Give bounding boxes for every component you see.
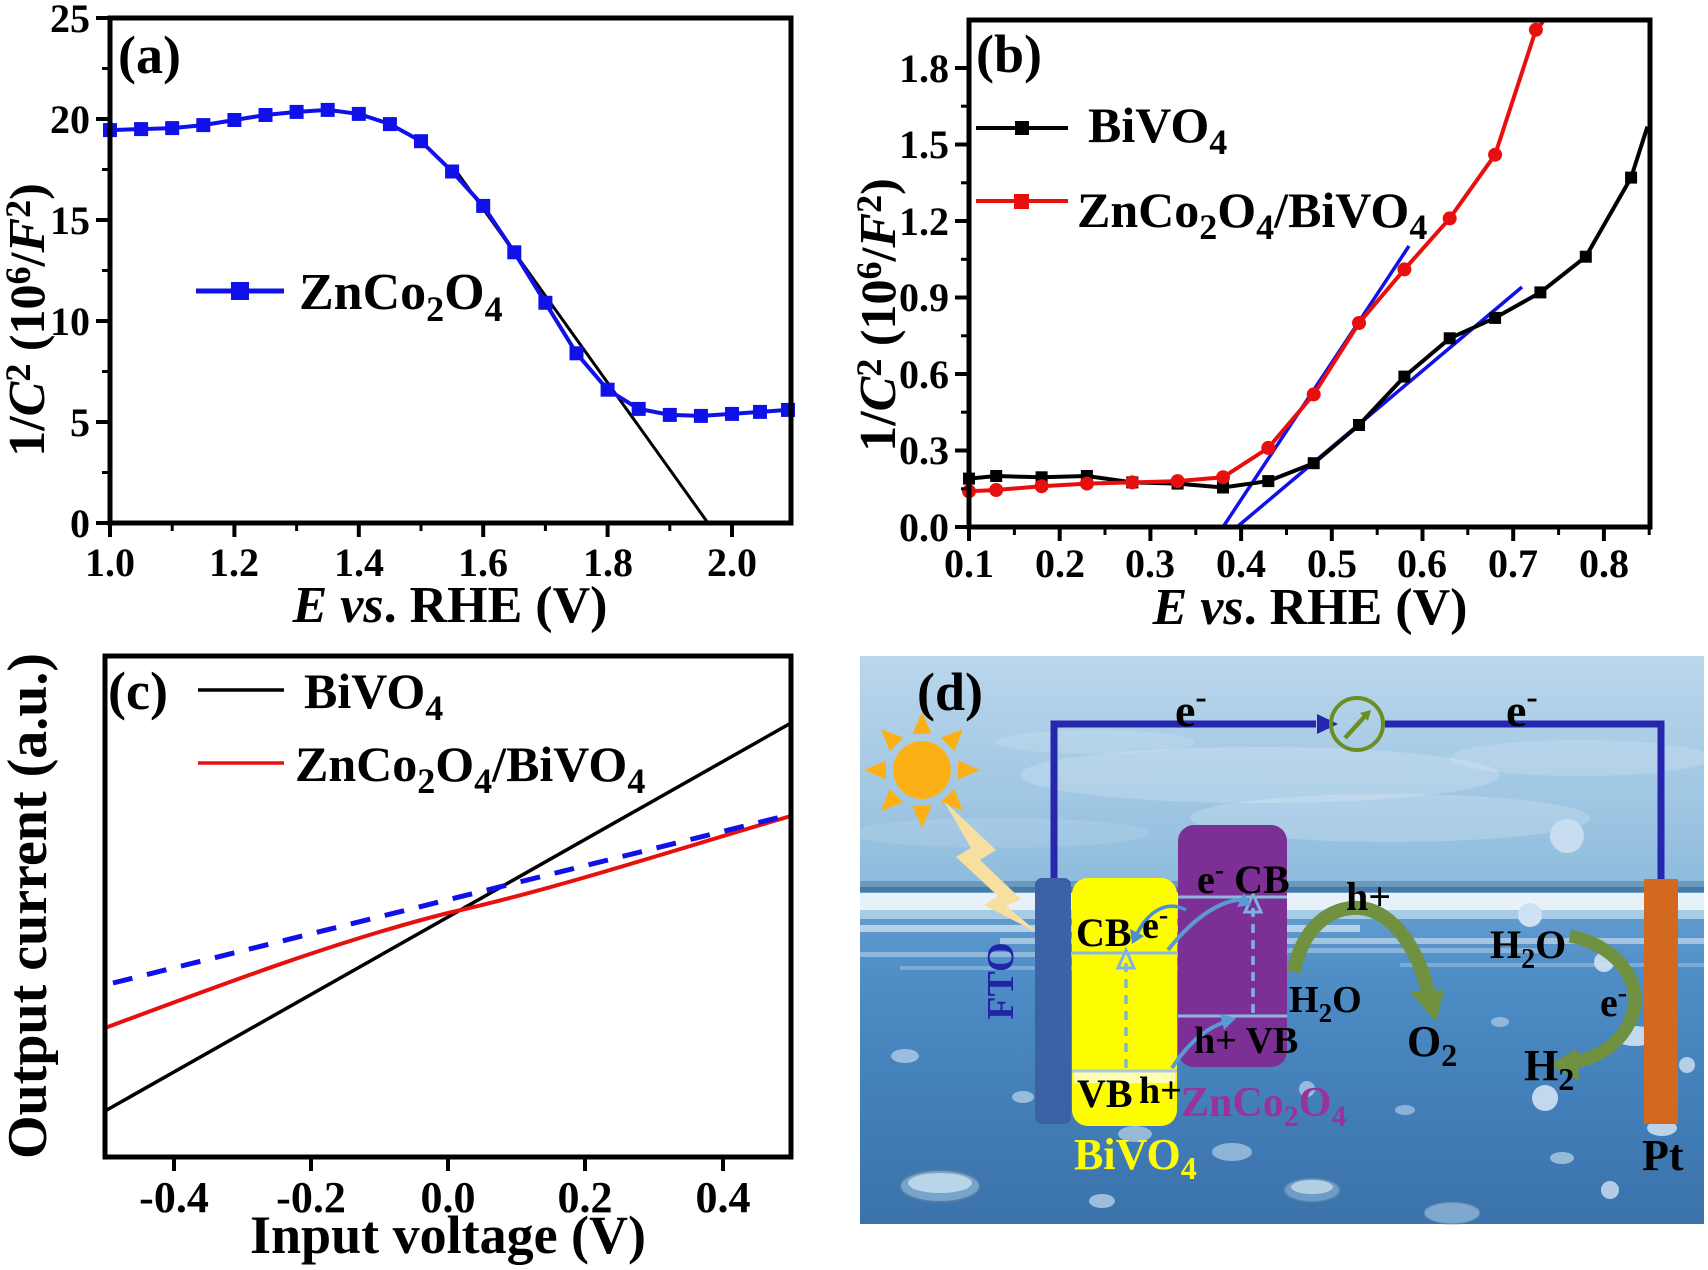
svg-text:(b): (b) [976, 24, 1042, 84]
svg-text:1.8: 1.8 [583, 540, 633, 585]
svg-text:0.0: 0.0 [421, 1173, 476, 1222]
svg-text:BiVO4: BiVO4 [1074, 1130, 1197, 1186]
svg-text:Pt: Pt [1642, 1131, 1684, 1180]
svg-text:1.8: 1.8 [899, 46, 949, 91]
svg-text:20: 20 [50, 97, 90, 142]
svg-text:-0.4: -0.4 [139, 1173, 209, 1222]
svg-text:E vs. RHE (V): E vs. RHE (V) [1152, 579, 1468, 636]
svg-text:0.3: 0.3 [899, 428, 949, 473]
svg-text:Output current (a.u.): Output current (a.u.) [0, 653, 59, 1159]
svg-text:1.2: 1.2 [899, 199, 949, 244]
svg-text:1/C2 (106/F2): 1/C2 (106/F2) [849, 178, 907, 452]
svg-text:1/C2 (106/F2): 1/C2 (106/F2) [0, 183, 56, 457]
svg-text:h+: h+ [1139, 1070, 1182, 1112]
svg-text:0.7: 0.7 [1488, 541, 1538, 586]
svg-text:(d): (d) [917, 662, 983, 722]
svg-text:0.6: 0.6 [1397, 541, 1447, 586]
svg-text:BiVO4: BiVO4 [304, 663, 443, 728]
svg-text:ZnCo2O4/BiVO4: ZnCo2O4/BiVO4 [295, 736, 645, 801]
svg-text:0.9: 0.9 [899, 275, 949, 320]
svg-text:0.3: 0.3 [1125, 541, 1175, 586]
svg-text:2.0: 2.0 [707, 540, 757, 585]
svg-text:5: 5 [70, 400, 90, 445]
svg-text:0.2: 0.2 [1035, 541, 1085, 586]
svg-text:VB: VB [1077, 1071, 1133, 1116]
svg-text:1.6: 1.6 [458, 540, 508, 585]
svg-text:1.5: 1.5 [899, 122, 949, 167]
svg-text:(c): (c) [108, 661, 168, 721]
svg-text:10: 10 [50, 299, 90, 344]
svg-text:h+ VB: h+ VB [1194, 1020, 1298, 1062]
svg-text:0.8: 0.8 [1579, 541, 1629, 586]
svg-text:-0.2: -0.2 [276, 1173, 346, 1222]
svg-text:15: 15 [50, 198, 90, 243]
svg-text:FTO: FTO [980, 942, 1022, 1019]
svg-text:25: 25 [50, 0, 90, 41]
svg-text:0.0: 0.0 [899, 505, 949, 550]
svg-text:(a): (a) [118, 25, 181, 85]
svg-text:0.4: 0.4 [1216, 541, 1266, 586]
svg-text:0.4: 0.4 [696, 1173, 751, 1222]
svg-text:ZnCo2O4/BiVO4: ZnCo2O4/BiVO4 [1077, 182, 1427, 247]
svg-text:0.6: 0.6 [899, 352, 949, 397]
svg-text:0: 0 [70, 501, 90, 546]
svg-text:1.4: 1.4 [334, 540, 384, 585]
svg-text:Input voltage (V): Input voltage (V) [250, 1205, 646, 1265]
svg-text:1.2: 1.2 [209, 540, 259, 585]
svg-text:0.1: 0.1 [944, 541, 994, 586]
svg-text:E vs. RHE (V): E vs. RHE (V) [292, 577, 608, 634]
svg-text:CB: CB [1076, 910, 1132, 955]
svg-text:ZnCo2O4: ZnCo2O4 [1181, 1080, 1346, 1133]
svg-text:e- CB: e- CB [1197, 855, 1290, 902]
svg-text:BiVO4: BiVO4 [1088, 97, 1227, 162]
svg-text:h+: h+ [1346, 874, 1391, 919]
svg-text:0.5: 0.5 [1307, 541, 1357, 586]
svg-text:1.0: 1.0 [85, 540, 135, 585]
svg-text:ZnCo2O4: ZnCo2O4 [299, 264, 503, 329]
svg-text:0.2: 0.2 [558, 1173, 613, 1222]
